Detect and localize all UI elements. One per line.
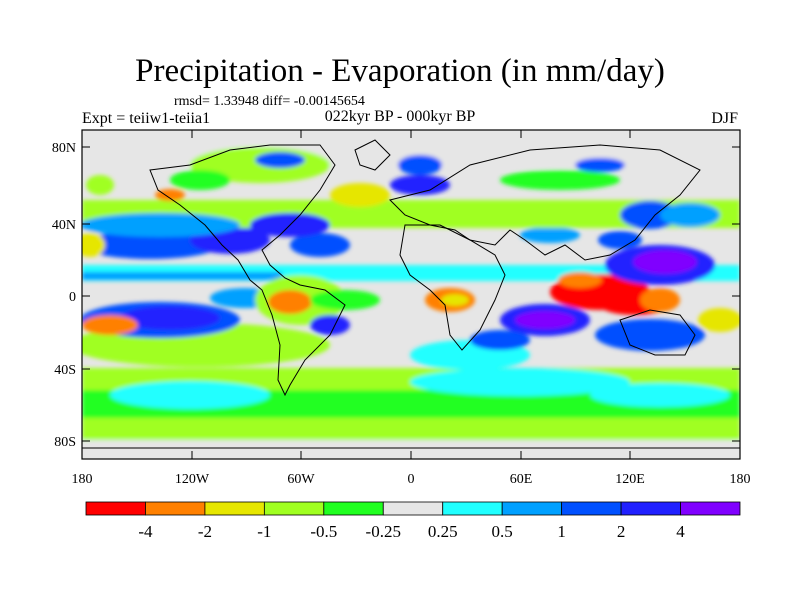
field-maritime-orange <box>558 272 602 288</box>
lat-tick-label: 40N <box>52 218 76 233</box>
coastlines <box>82 139 740 449</box>
map-axes: 80N 40N 0 40S 80S 180 120W 60W 0 60E 120E 180 <box>52 129 751 487</box>
eurasia-coast <box>389 144 701 261</box>
plot-title: Precipitation - Evaporation (in mm/day) <box>135 53 665 89</box>
field-alaska-green <box>170 170 230 190</box>
field-caribbean-blue <box>290 233 350 257</box>
field-ind-purple <box>515 311 575 329</box>
lon-tick-label: 180 <box>730 472 751 487</box>
americas-coast <box>149 144 346 397</box>
field-alaska-orange <box>155 189 185 201</box>
field-africa-yellow <box>441 294 469 306</box>
field-natl-yellow <box>330 183 390 207</box>
field-antarctic-band <box>82 418 740 443</box>
field-atl-green <box>310 290 380 310</box>
colorbar-swatch <box>620 501 681 516</box>
field-europe-blue <box>390 175 450 195</box>
colorbar-label: -0.5 <box>310 522 337 541</box>
lat-tick-label: 80S <box>54 435 76 450</box>
field-japan-blue <box>620 201 680 229</box>
field-png-orange <box>640 288 680 312</box>
field-pac-yellow <box>698 308 740 332</box>
colorbar-swatch <box>561 501 622 516</box>
colorbar-swatch <box>145 501 206 516</box>
colorbar-label: -2 <box>198 522 212 541</box>
lon-tick-label: 60W <box>287 472 315 487</box>
field-india-cyan <box>520 227 580 243</box>
colorbar: -4 -2 -1 -0.5 -0.25 0.25 0.5 1 2 4 <box>85 501 741 541</box>
colorbar-label: -1 <box>257 522 271 541</box>
field-aus-blue <box>595 319 705 351</box>
colorbar-label: 0.5 <box>492 522 513 541</box>
season-label: DJF <box>711 110 738 127</box>
field-siberia-blue <box>575 158 625 172</box>
lat-tick-label: 80N <box>52 141 76 156</box>
map-field <box>82 130 740 459</box>
field-siberia-green <box>500 170 620 190</box>
field-npac-cyan <box>82 213 240 237</box>
colorbar-label: 0.25 <box>428 522 458 541</box>
australia-coast <box>619 309 696 356</box>
colorbar-swatch <box>680 501 741 516</box>
colorbar-swatch <box>85 501 146 516</box>
field-scs-blue <box>598 231 642 249</box>
field-npac-blue <box>82 231 220 259</box>
field-hudson-blue <box>255 152 305 168</box>
colorbar-swatch <box>382 501 444 516</box>
colorbar-swatch <box>204 501 265 516</box>
colorbar-swatch <box>323 501 384 516</box>
field-samerica-orange <box>268 290 312 314</box>
africa-coast <box>399 224 506 351</box>
field-brazil-blue <box>310 315 350 335</box>
colorbar-label: 2 <box>617 522 626 541</box>
colorbar-swatch <box>263 501 325 516</box>
field-spac-darkblue <box>120 306 220 330</box>
colorbar-swatch <box>501 501 563 516</box>
field-norway-blue <box>398 155 442 175</box>
field-tropical-blue <box>82 272 282 280</box>
lat-tick-label: 0 <box>69 290 76 305</box>
lon-tick-label: 120W <box>175 472 210 487</box>
colorbar-label: -0.25 <box>366 522 401 541</box>
colorbar-swatch <box>442 501 503 516</box>
field-sind-cyan <box>410 368 630 396</box>
difference-label: 022kyr BP - 000kyr BP <box>324 108 476 125</box>
lon-tick-label: 60E <box>510 472 533 487</box>
greenland-coast <box>354 139 391 171</box>
field-nwpac-cyan <box>660 203 720 227</box>
field-wpac-purple <box>633 250 697 274</box>
colorbar-label: -4 <box>138 522 153 541</box>
stats-line: rmsd= 1.33948 diff= -0.00145654 <box>174 94 365 109</box>
field-wpac-yellow <box>82 233 105 257</box>
lon-tick-label: 120E <box>615 472 645 487</box>
lat-tick-label: 40S <box>54 363 76 378</box>
field-spac-cyan <box>110 381 270 409</box>
field-antarctica <box>82 440 740 459</box>
field-bering-green <box>86 175 114 195</box>
field-spac-orange <box>82 315 138 335</box>
field-madagascar-blue <box>470 330 530 350</box>
experiment-label: Expt = teiiw1-teiia1 <box>82 110 211 127</box>
colorbar-label: 4 <box>676 522 685 541</box>
colorbar-label: 1 <box>557 522 566 541</box>
lon-tick-label: 0 <box>408 472 415 487</box>
lon-tick-label: 180 <box>72 472 93 487</box>
field-tas-cyan <box>590 383 730 407</box>
